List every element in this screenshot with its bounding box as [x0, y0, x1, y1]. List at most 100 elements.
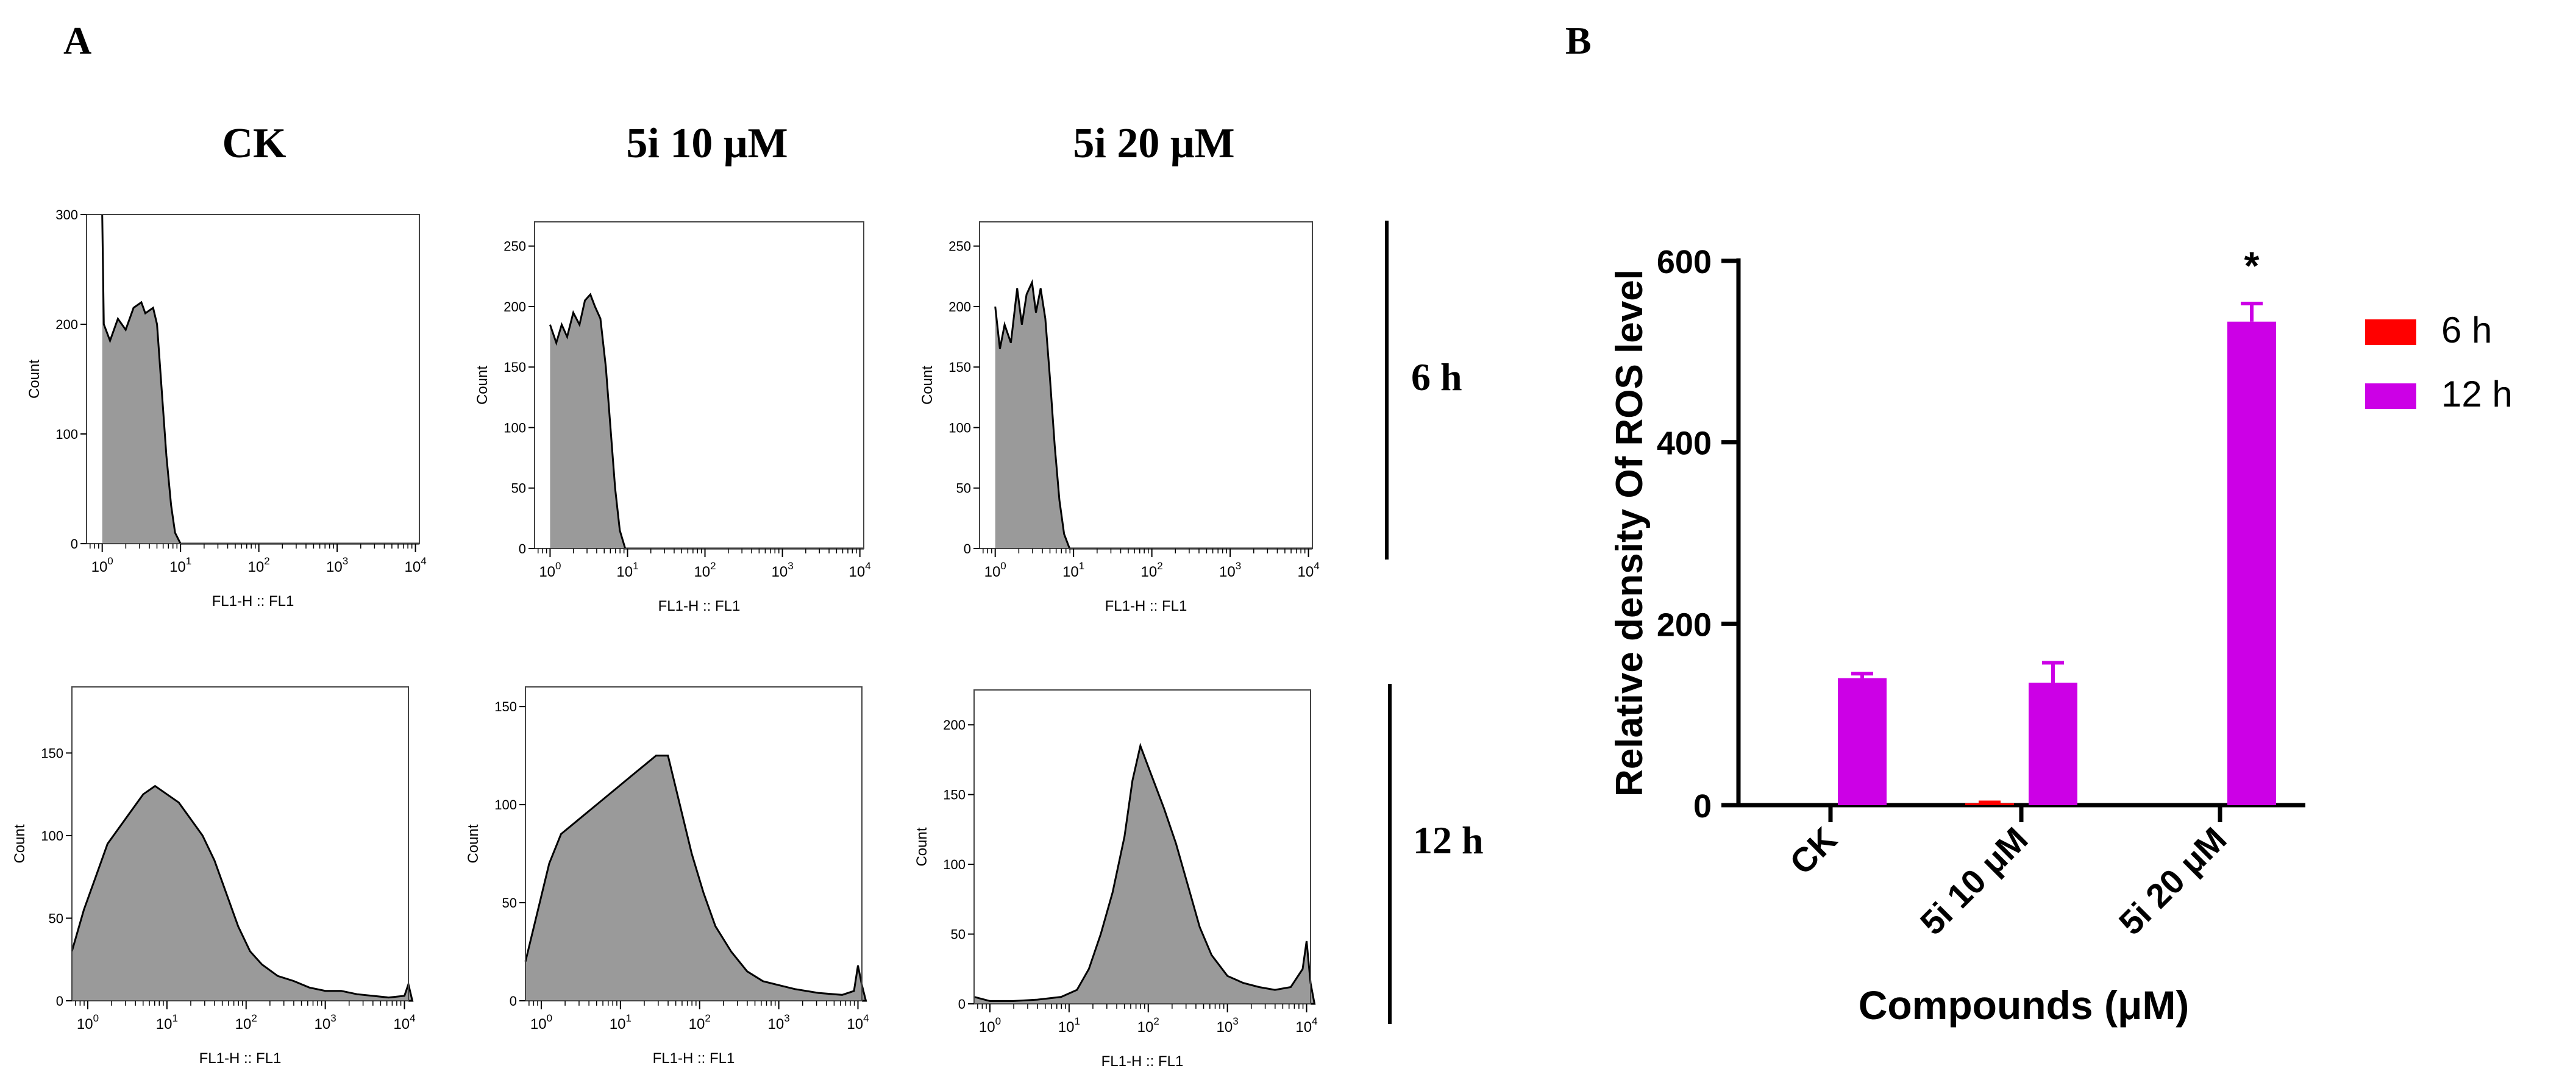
- legend: 6 h 12 h: [2365, 310, 2513, 414]
- x-tick-label: 5i 10 μM: [1913, 820, 2035, 942]
- y-tick-label: 50: [951, 927, 966, 942]
- y-tick-label: 50: [956, 481, 971, 496]
- y-tick-label: 200: [948, 299, 971, 315]
- histogram-outline: [994, 279, 1312, 550]
- histogram-outline: [549, 293, 864, 550]
- histogram-frame: [71, 686, 409, 1001]
- row-label-12h: 12 h: [1413, 819, 1484, 862]
- y-tick-label: 0: [964, 541, 971, 556]
- histogram-frame: [525, 686, 863, 1001]
- legend-label: 6 h: [2441, 310, 2492, 350]
- y-tick-label: 150: [503, 360, 526, 375]
- x-tick-label: 102: [1137, 1015, 1159, 1036]
- y-tick-label: 250: [948, 239, 971, 254]
- x-tick-label: 103: [1217, 1015, 1239, 1036]
- x-tick-label: 102: [689, 1012, 711, 1032]
- y-axis-label: Count: [914, 827, 930, 866]
- x-axis-label: FL1-H :: FL1: [199, 1050, 282, 1067]
- y-tick-label: 200: [1657, 606, 1712, 643]
- x-tick-label: 100: [530, 1012, 552, 1032]
- y-tick-label: 150: [943, 787, 966, 803]
- bar-12h-0: [1838, 678, 1887, 805]
- panel-b-label: B: [1565, 19, 1592, 62]
- bar-12h-1: [2029, 683, 2077, 805]
- x-tick-label: 102: [248, 555, 270, 575]
- legend-swatch: [2365, 383, 2416, 409]
- histogram-fill: [525, 755, 866, 1001]
- x-tick-label: CK: [1782, 820, 1845, 882]
- x-tick-label: 104: [1297, 560, 1319, 580]
- y-tick-label: 150: [948, 360, 971, 375]
- column-title-ck: CK: [222, 120, 286, 167]
- histogram-outline: [101, 214, 419, 545]
- x-tick-label: 101: [616, 560, 638, 580]
- histogram-outline: [524, 755, 867, 1002]
- y-tick-label: 100: [948, 420, 971, 435]
- histogram-3: 0 50 100 150 200 250 Count 100 101 102 103 104 FL1-H…: [919, 221, 1320, 614]
- histogram-frame: [86, 214, 420, 544]
- x-tick-label: 102: [1141, 560, 1163, 580]
- y-axis-label: Relative density Of ROS level: [1609, 269, 1651, 797]
- y-tick-label: 100: [943, 857, 966, 872]
- y-tick-label: 400: [1657, 425, 1712, 462]
- y-tick-label: 150: [41, 745, 63, 761]
- row-label-6h: 6 h: [1411, 355, 1462, 399]
- histogram-frame: [973, 689, 1311, 1004]
- y-axis-label: Count: [474, 366, 491, 405]
- y-axis-label: Count: [26, 360, 43, 399]
- x-tick-label: 100: [91, 555, 113, 575]
- y-tick-label: 200: [943, 717, 966, 733]
- histogram-fill: [974, 745, 1315, 1004]
- histogram-fill: [550, 294, 864, 549]
- bar-12h-2: [2227, 321, 2276, 805]
- legend-label: 12 h: [2441, 374, 2513, 414]
- x-tick-label: 104: [849, 560, 871, 580]
- x-tick-label: 101: [169, 555, 191, 575]
- histogram-fill: [72, 786, 413, 1001]
- y-tick-label: 150: [494, 699, 517, 714]
- y-tick-label: 50: [511, 481, 526, 496]
- x-axis-label: FL1-H :: FL1: [658, 598, 741, 614]
- y-tick-label: 50: [502, 895, 517, 911]
- y-tick-label: 0: [519, 541, 526, 556]
- x-tick-label: 100: [77, 1012, 99, 1032]
- panel-a-label: A: [63, 19, 91, 62]
- x-tick-label: 101: [156, 1012, 178, 1032]
- y-tick-label: 200: [503, 299, 526, 315]
- x-axis-label: FL1-H :: FL1: [1105, 598, 1187, 614]
- histogram-fill: [995, 282, 1312, 549]
- x-tick-label: 102: [235, 1012, 257, 1032]
- y-tick-label: 300: [55, 207, 78, 222]
- x-tick-label: 103: [1219, 560, 1241, 580]
- y-axis-label: Count: [12, 824, 28, 863]
- x-tick-label: 103: [772, 560, 794, 580]
- y-tick-label: 0: [510, 993, 517, 1009]
- x-tick-label: 101: [610, 1012, 632, 1032]
- bar-chart: 0 200 400 600 CK 5i 10 μM 5i 20 μM * Relative de…: [1609, 244, 2513, 1028]
- histogram-outline: [973, 742, 1316, 1005]
- x-tick-label: 104: [393, 1012, 415, 1032]
- histogram-outline: [71, 784, 414, 1002]
- y-tick-label: 0: [958, 997, 966, 1012]
- x-tick-label: 100: [539, 560, 561, 580]
- histogram-2: 0 50 100 150 200 250 Count 100 101 102 103 104 FL1-H…: [474, 221, 871, 614]
- x-tick-label: 101: [1062, 560, 1084, 580]
- x-tick-label: 104: [1295, 1015, 1317, 1036]
- y-tick-label: 100: [41, 828, 63, 844]
- column-title-5i-20: 5i 20 μM: [1073, 120, 1234, 167]
- y-tick-label: 200: [55, 317, 78, 332]
- y-axis-label: Count: [465, 824, 482, 863]
- x-tick-label: 104: [404, 555, 426, 575]
- histogram-frame: [534, 221, 864, 549]
- x-axis-label: FL1-H :: FL1: [653, 1050, 735, 1067]
- panel-a: A CK 5i 10 μM 5i 20 μM 6 h 12 h 0 100 200 3…: [12, 19, 1484, 1070]
- significance-marker: *: [2244, 244, 2260, 288]
- y-tick-label: 100: [503, 420, 526, 435]
- column-title-5i-10: 5i 10 μM: [626, 120, 788, 167]
